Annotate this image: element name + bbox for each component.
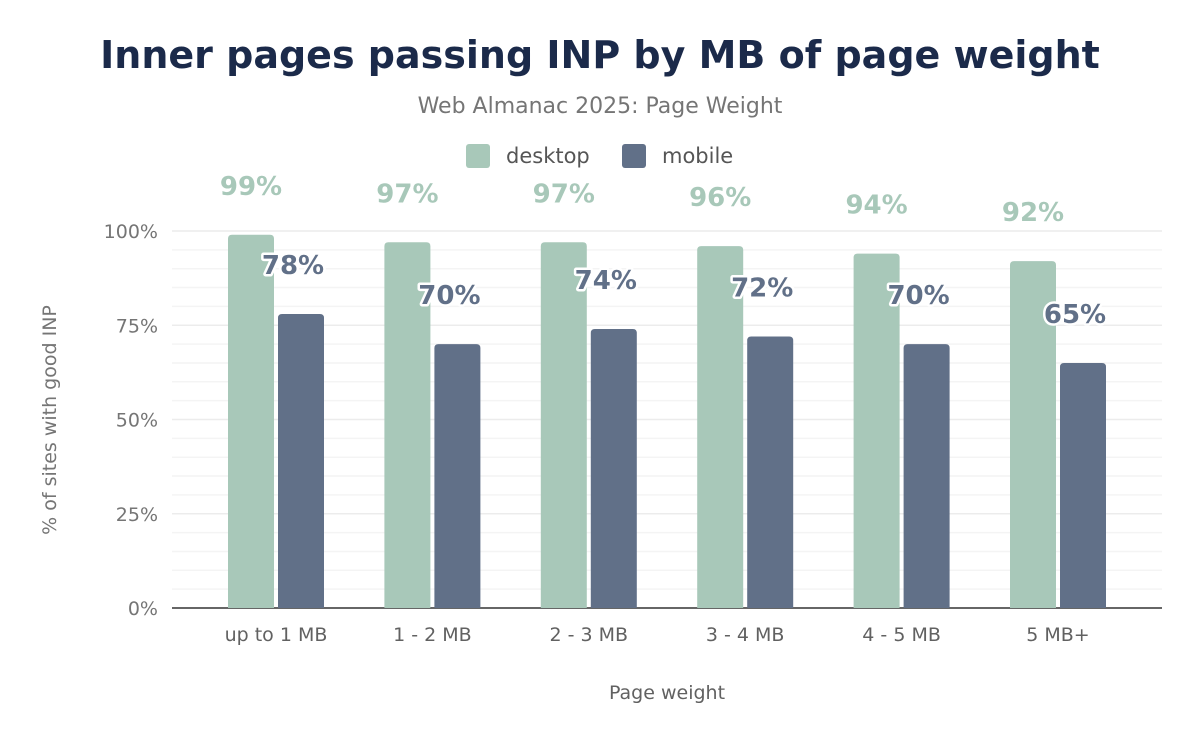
desktop-data-label: 97% xyxy=(533,179,595,209)
desktop-bar[interactable] xyxy=(384,242,431,608)
y-tick-label: 100% xyxy=(104,221,158,243)
x-tick-label: 3 - 4 MB xyxy=(706,624,785,646)
y-tick-label: 0% xyxy=(128,598,158,620)
mobile-data-label: 65% xyxy=(1044,300,1106,330)
mobile-bar[interactable] xyxy=(747,336,794,608)
chart-subtitle: Web Almanac 2025: Page Weight xyxy=(418,94,783,119)
desktop-bar[interactable] xyxy=(1010,261,1056,608)
x-axis-label: Page weight xyxy=(609,682,725,704)
desktop-data-label: 92% xyxy=(1002,198,1064,228)
x-tick-label: 4 - 5 MB xyxy=(862,624,941,646)
desktop-legend-swatch[interactable] xyxy=(466,144,490,168)
desktop-data-label: 96% xyxy=(689,183,751,213)
mobile-bar[interactable] xyxy=(1060,362,1106,608)
desktop-legend-label[interactable]: desktop xyxy=(506,144,590,168)
x-tick-label: 5 MB+ xyxy=(1026,624,1089,646)
desktop-bar[interactable] xyxy=(697,246,744,608)
desktop-bar[interactable] xyxy=(228,234,274,608)
mobile-data-label: 72% xyxy=(731,274,793,304)
mobile-data-label: 78% xyxy=(262,251,324,281)
x-tick-label: up to 1 MB xyxy=(225,624,328,646)
y-tick-label: 25% xyxy=(116,504,158,526)
x-tick-label: 1 - 2 MB xyxy=(393,624,472,646)
desktop-data-label: 99% xyxy=(220,172,282,202)
mobile-bar[interactable] xyxy=(903,344,950,608)
mobile-data-label: 70% xyxy=(887,281,949,311)
y-tick-label: 75% xyxy=(116,315,158,337)
mobile-bar[interactable] xyxy=(278,313,324,608)
x-tick-label: 2 - 3 MB xyxy=(550,624,629,646)
desktop-data-label: 97% xyxy=(376,179,438,209)
legend: desktop mobile xyxy=(466,144,733,168)
mobile-bar[interactable] xyxy=(590,329,637,608)
desktop-data-label: 94% xyxy=(845,191,907,221)
mobile-data-label: 70% xyxy=(418,281,480,311)
mobile-data-label: 74% xyxy=(575,266,637,296)
desktop-bar[interactable] xyxy=(540,242,587,608)
y-tick-label: 50% xyxy=(116,410,158,432)
y-axis-label: % of sites with good INP xyxy=(39,305,61,535)
mobile-legend-label[interactable]: mobile xyxy=(662,144,733,168)
desktop-bar[interactable] xyxy=(853,253,900,608)
mobile-legend-swatch[interactable] xyxy=(622,144,646,168)
chart-title: Inner pages passing INP by MB of page we… xyxy=(100,33,1100,77)
mobile-bar[interactable] xyxy=(434,344,481,608)
